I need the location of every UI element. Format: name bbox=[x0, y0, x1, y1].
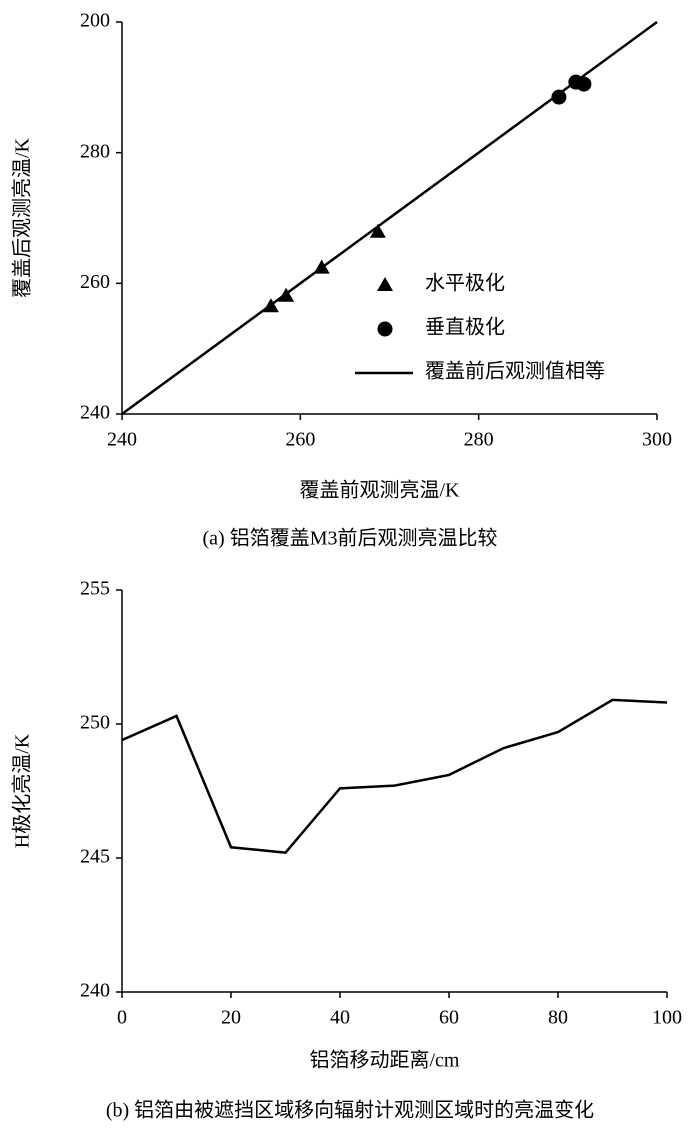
caption: (b) 铝箔由被遮挡区域移向辐射计观测区域时的亮温变化 bbox=[106, 1099, 594, 1122]
legend-marker bbox=[377, 277, 393, 291]
y-tick-label: 255 bbox=[80, 578, 110, 600]
circle-point bbox=[576, 76, 592, 92]
caption: (a) 铝箔覆盖M3前后观测亮温比较 bbox=[203, 527, 498, 550]
reference-line bbox=[121, 20, 658, 416]
x-tick-label: 40 bbox=[330, 1007, 350, 1029]
data-line bbox=[121, 698, 668, 854]
x-axis-title: 覆盖前观测亮温/K bbox=[300, 479, 461, 502]
y-tick-label: 280 bbox=[80, 140, 110, 162]
x-tick-label: 0 bbox=[117, 1007, 127, 1029]
y-axis-title: 覆盖后观测亮温/K bbox=[11, 137, 34, 298]
legend-marker bbox=[377, 321, 393, 337]
y-tick-label: 240 bbox=[80, 980, 110, 1002]
y-tick-label: 240 bbox=[80, 402, 110, 424]
legend-label: 水平极化 bbox=[425, 272, 505, 295]
y-tick-label: 250 bbox=[80, 712, 110, 734]
x-tick-label: 300 bbox=[642, 429, 672, 451]
legend-label: 覆盖前后观测值相等 bbox=[425, 360, 605, 383]
x-tick-label: 20 bbox=[221, 1007, 241, 1029]
x-tick-label: 100 bbox=[652, 1007, 682, 1029]
x-tick-label: 60 bbox=[439, 1007, 459, 1029]
y-tick-label: 245 bbox=[80, 846, 110, 868]
y-axis-title: H极化亮温/K bbox=[11, 733, 34, 848]
y-tick-label: 200 bbox=[80, 10, 110, 32]
triangle-point bbox=[369, 223, 386, 238]
x-axis-title: 铝箔移动距离/cm bbox=[310, 1049, 460, 1072]
circle-point bbox=[551, 89, 567, 105]
legend-label: 垂直极化 bbox=[425, 316, 505, 339]
x-tick-label: 260 bbox=[285, 429, 315, 451]
x-tick-label: 240 bbox=[107, 429, 137, 451]
y-tick-label: 260 bbox=[80, 271, 110, 293]
x-tick-label: 80 bbox=[548, 1007, 568, 1029]
x-tick-label: 280 bbox=[464, 429, 494, 451]
